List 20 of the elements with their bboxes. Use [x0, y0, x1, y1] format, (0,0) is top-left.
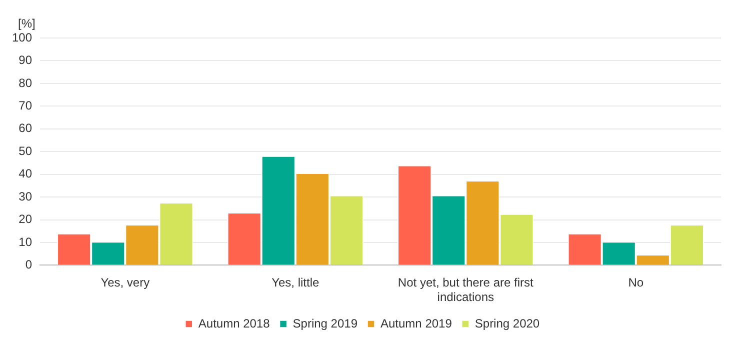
x-tick-label: Yes, very	[100, 276, 150, 290]
y-tick-label: 0	[25, 258, 32, 272]
y-tick-label: 50	[18, 144, 32, 158]
y-axis-title: [%]	[18, 16, 36, 30]
y-tick-label: 80	[18, 76, 32, 90]
legend-label: Autumn 2019	[380, 316, 452, 330]
y-tick-label: 30	[18, 189, 32, 204]
legend-label: Autumn 2018	[198, 316, 270, 330]
y-tick-label: 90	[18, 53, 32, 68]
y-tick-label: 60	[18, 121, 32, 136]
y-tick-label: 70	[18, 98, 32, 112]
y-tick-label: 10	[18, 234, 32, 249]
x-tick-label: Yes, little	[272, 276, 320, 290]
x-tick-label: No	[628, 276, 644, 290]
x-tick-label: Not yet, but there are first indications	[398, 276, 534, 304]
legend-label: Spring 2020	[474, 316, 540, 330]
y-tick-label: 20	[18, 212, 32, 226]
y-tick-label: 40	[18, 166, 32, 181]
legend-label: Spring 2019	[292, 316, 358, 330]
y-tick-label: 100	[12, 30, 32, 44]
